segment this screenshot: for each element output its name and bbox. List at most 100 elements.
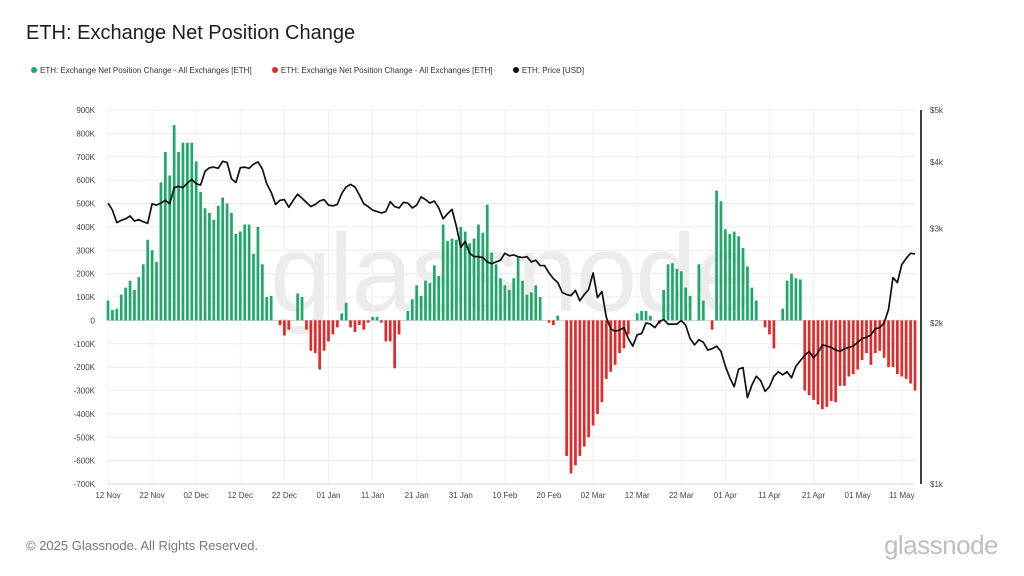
- bar-outflow: [825, 320, 829, 407]
- bar-outflow: [772, 320, 776, 349]
- bar-outflow: [829, 320, 833, 402]
- bar-inflow: [649, 315, 652, 321]
- bar-inflow: [119, 294, 123, 321]
- bar-inflow: [697, 264, 701, 321]
- bar-inflow: [450, 238, 454, 321]
- bar-inflow: [296, 293, 299, 321]
- bar-outflow: [618, 320, 621, 354]
- bar-inflow: [468, 243, 471, 321]
- bar-outflow: [768, 320, 771, 335]
- bar-outflow: [609, 320, 613, 372]
- x-tick-label: 20 Feb: [537, 491, 562, 500]
- bar-outflow: [578, 320, 582, 456]
- bar-outflow: [393, 320, 396, 369]
- bar-inflow: [499, 278, 502, 321]
- legend-dot-outflow: [271, 67, 278, 73]
- bar-outflow: [287, 320, 291, 330]
- bar-outflow: [763, 320, 767, 328]
- bar-inflow: [529, 292, 533, 321]
- bar-outflow: [816, 320, 820, 405]
- bar-inflow: [410, 299, 414, 321]
- bar-inflow: [671, 263, 674, 321]
- bar-outflow: [313, 320, 317, 354]
- bar-inflow: [269, 295, 273, 321]
- bar-inflow: [230, 212, 233, 321]
- bar-inflow: [785, 280, 789, 321]
- price-tick-label: $3k: [930, 225, 944, 234]
- bar-inflow: [512, 278, 516, 321]
- bar-inflow: [521, 280, 524, 321]
- y-tick-label: 900K: [76, 106, 95, 115]
- bar-inflow: [503, 285, 507, 321]
- bar-inflow: [798, 279, 802, 321]
- bar-inflow: [732, 231, 736, 321]
- bar-outflow: [552, 320, 555, 326]
- legend: ETH: Exchange Net Position Change - All …: [31, 66, 602, 75]
- x-tick-label: 01 Apr: [714, 491, 737, 500]
- x-tick-label: 22 Nov: [139, 491, 164, 500]
- bar-inflow: [260, 264, 264, 321]
- legend-label-outflow: ETH: Exchange Net Position Change - All …: [280, 66, 493, 75]
- chart-title: ETH: Exchange Net Position Change: [26, 22, 356, 44]
- bar-inflow: [446, 240, 449, 321]
- legend-item-outflow[interactable]: ETH: Exchange Net Position Change - All …: [271, 66, 493, 75]
- bar-inflow: [419, 295, 423, 321]
- bar-inflow: [186, 142, 189, 321]
- copyright-footer: © 2025 Glassnode. All Rights Reserved.: [26, 538, 259, 553]
- bar-inflow: [679, 271, 683, 321]
- bar-outflow: [318, 320, 322, 370]
- bar-outflow: [335, 320, 339, 328]
- glassnode-logo: glassnode: [883, 530, 999, 560]
- bar-outflow: [896, 320, 899, 375]
- bar-outflow: [847, 320, 851, 377]
- bar-inflow: [190, 142, 194, 321]
- bar-inflow: [477, 224, 480, 321]
- bar-inflow: [137, 277, 141, 321]
- y-tick-label: 0: [91, 316, 96, 325]
- bar-inflow: [481, 232, 485, 321]
- y-tick-label: 700K: [76, 153, 95, 162]
- bar-inflow: [300, 297, 304, 321]
- x-tick-label: 11 Apr: [758, 491, 781, 500]
- bar-inflow: [133, 289, 136, 321]
- bar-inflow: [724, 229, 727, 321]
- bar-inflow: [432, 265, 436, 321]
- bar-outflow: [856, 320, 860, 370]
- bar-outflow: [397, 320, 401, 335]
- x-tick-label: 22 Mar: [669, 491, 694, 500]
- y-tick-label: 600K: [76, 176, 95, 185]
- bar-outflow: [582, 320, 586, 447]
- bar-inflow: [424, 280, 427, 321]
- bar-inflow: [247, 224, 251, 321]
- bar-inflow: [437, 275, 441, 321]
- bar-inflow: [790, 273, 793, 321]
- bar-inflow: [216, 205, 220, 321]
- bar-outflow: [569, 320, 573, 474]
- bar-inflow: [256, 226, 260, 321]
- bar-inflow: [737, 236, 740, 321]
- y-tick-label: 500K: [76, 200, 95, 209]
- bar-inflow: [455, 239, 458, 321]
- bar-inflow: [750, 287, 754, 321]
- bar-inflow: [538, 297, 542, 321]
- bar-outflow: [860, 320, 864, 361]
- bar-outflow: [812, 320, 815, 400]
- bar-outflow: [627, 320, 630, 335]
- bar-inflow: [203, 208, 207, 321]
- x-tick-label: 01 Jan: [316, 491, 340, 500]
- x-tick-label: 12 Dec: [228, 491, 253, 500]
- legend-item-inflow[interactable]: ETH: Exchange Net Position Change - All …: [31, 66, 252, 75]
- y-tick-label: 300K: [76, 246, 95, 255]
- bar-outflow: [807, 320, 811, 396]
- legend-item-price[interactable]: ETH: Price [USD]: [512, 66, 584, 75]
- price-tick-label: $4k: [930, 158, 944, 167]
- x-tick-label: 22 Dec: [272, 491, 297, 500]
- bar-inflow: [675, 268, 679, 321]
- bar-outflow: [913, 320, 917, 391]
- bar-outflow: [613, 320, 617, 365]
- legend-label-inflow: ETH: Exchange Net Position Change - All …: [40, 66, 252, 75]
- bar-inflow: [212, 219, 216, 321]
- bar-outflow: [358, 320, 361, 326]
- bar-inflow: [516, 257, 520, 321]
